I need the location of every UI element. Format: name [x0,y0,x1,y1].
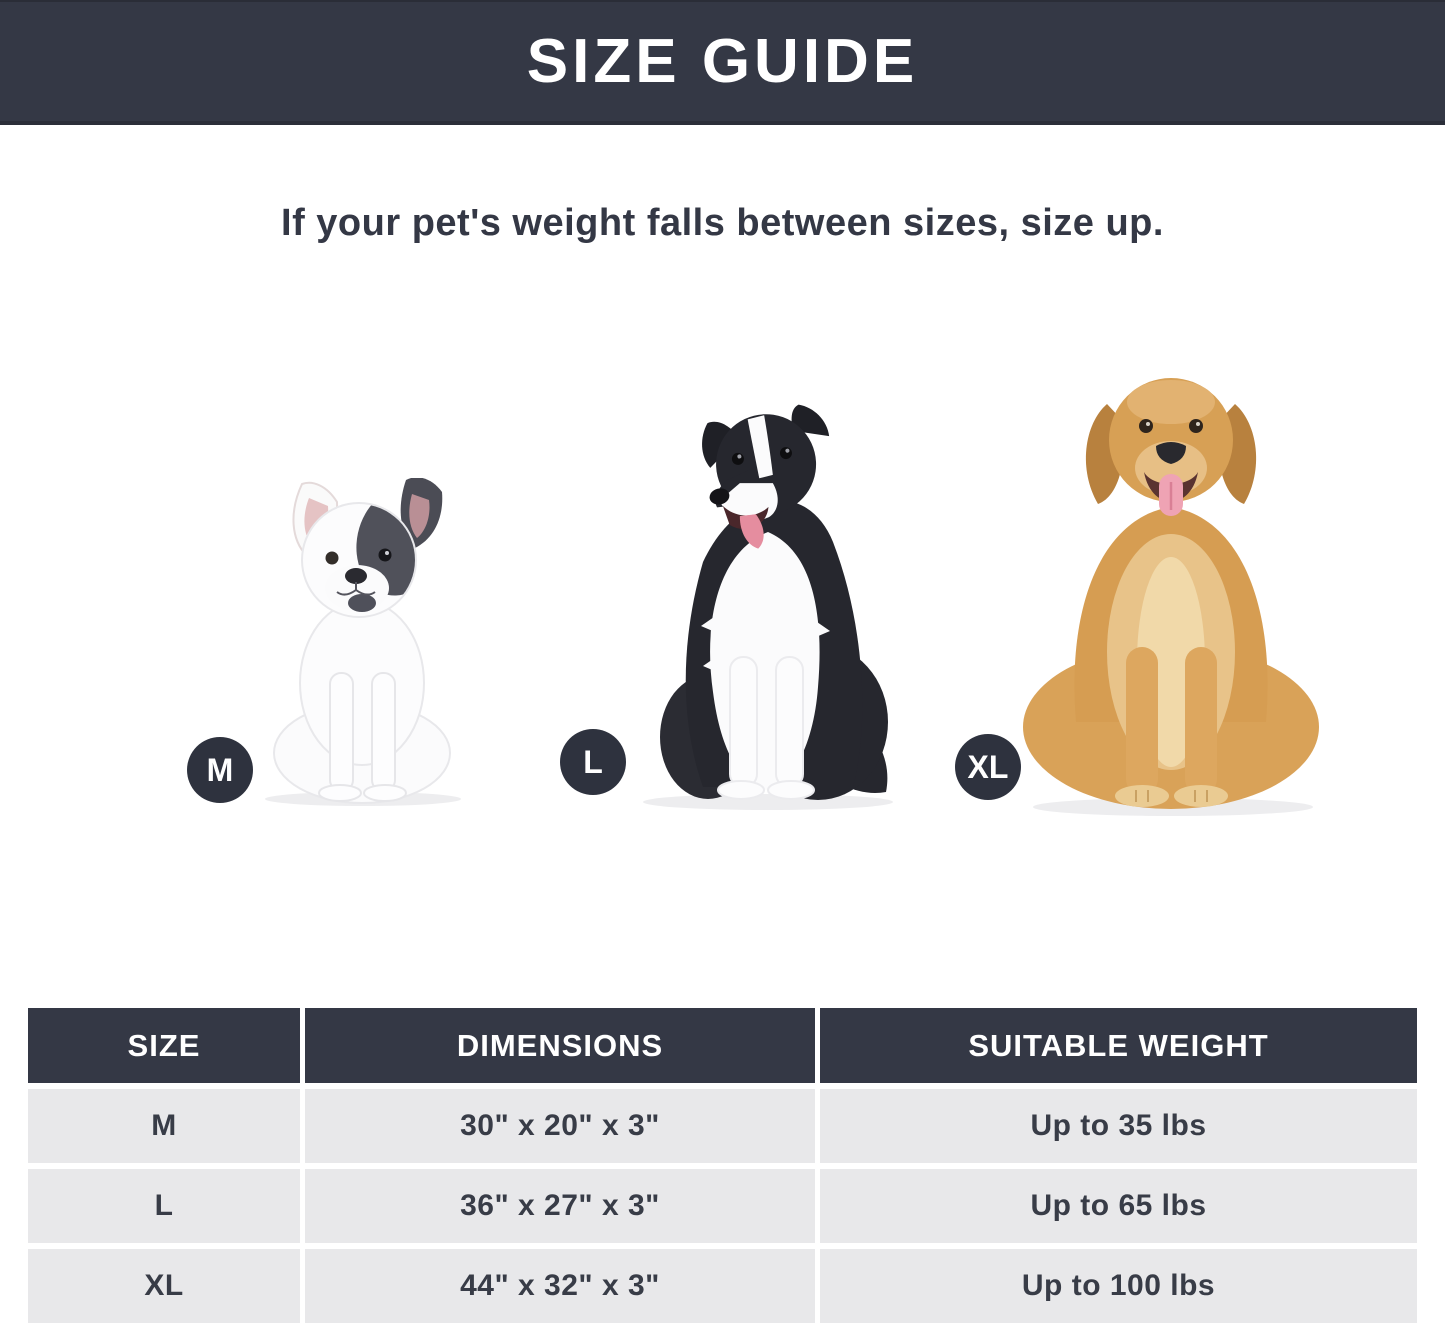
column-header-weight: SUITABLE WEIGHT [820,1008,1417,1083]
column-header-size: SIZE [28,1008,300,1083]
border-collie-illustration [643,404,893,810]
page-title: SIZE GUIDE [526,27,919,96]
table-cell-weight-xl: Up to 100 lbs [820,1249,1417,1323]
size-badge-xl: XL [955,734,1021,800]
size-badge-m: M [187,737,253,803]
golden-retriever-illustration [1023,378,1319,816]
column-header-dimensions: DIMENSIONS [305,1008,815,1083]
size-badge-l: L [560,729,626,795]
dog-image-french-bulldog-m [245,478,480,808]
table-cell-weight-m: Up to 35 lbs [820,1089,1417,1163]
table-cell-size-m: M [28,1089,300,1163]
table-cell-size-l: L [28,1169,300,1243]
dog-image-border-collie-l [618,392,912,812]
table-cell-dimensions-l: 36" x 27" x 3" [305,1169,815,1243]
subtitle-text: If your pet's weight falls between sizes… [281,202,1164,244]
dog-image-golden-retriever-xl [1008,352,1335,818]
size-table: SIZE DIMENSIONS SUITABLE WEIGHT M 30" x … [28,1008,1417,1323]
french-bulldog-illustration [265,478,461,806]
table-cell-dimensions-xl: 44" x 32" x 3" [305,1249,815,1323]
table-cell-dimensions-m: 30" x 20" x 3" [305,1089,815,1163]
header-bar: SIZE GUIDE [0,0,1445,125]
table-cell-weight-l: Up to 65 lbs [820,1169,1417,1243]
table-cell-size-xl: XL [28,1249,300,1323]
